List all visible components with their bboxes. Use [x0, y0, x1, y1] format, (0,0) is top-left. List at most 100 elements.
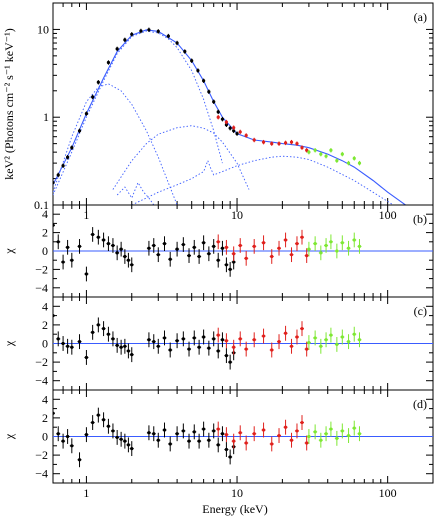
marker	[232, 260, 236, 264]
data-point	[300, 229, 305, 245]
marker	[212, 429, 216, 433]
data-point	[289, 139, 294, 145]
marker	[56, 432, 60, 436]
data-point	[101, 321, 106, 337]
marker	[111, 243, 115, 248]
x-tick-label: 10	[231, 208, 243, 222]
marker	[65, 155, 70, 159]
data-point	[175, 333, 180, 349]
marker	[270, 348, 274, 352]
data-point	[101, 232, 106, 248]
data-point	[110, 238, 115, 253]
data-point	[122, 249, 127, 264]
data-point	[357, 426, 362, 442]
data-point	[304, 435, 309, 451]
marker	[77, 129, 82, 133]
y-tick-label: 0	[42, 430, 48, 444]
data-point	[146, 240, 151, 256]
marker	[244, 441, 248, 445]
data-point	[187, 248, 192, 263]
data-point	[324, 238, 329, 253]
marker	[56, 337, 60, 341]
marker	[156, 344, 160, 348]
data-point	[294, 423, 299, 439]
marker	[183, 49, 187, 54]
marker	[252, 138, 256, 142]
data-point	[115, 337, 120, 353]
data-point	[334, 336, 339, 352]
marker	[115, 251, 119, 255]
marker	[147, 246, 151, 250]
marker	[289, 438, 294, 442]
marker	[228, 455, 232, 459]
marker	[340, 241, 344, 245]
marker	[70, 146, 74, 150]
marker	[181, 242, 185, 247]
data-point	[261, 235, 266, 251]
data-point	[162, 236, 167, 251]
data-point	[168, 251, 173, 267]
panel-label: (a)	[414, 10, 427, 24]
marker	[220, 117, 225, 121]
data-point	[115, 46, 119, 52]
marker	[168, 442, 172, 446]
data-point	[90, 324, 95, 340]
marker	[192, 245, 196, 249]
data-point	[181, 237, 186, 252]
data-point	[151, 334, 156, 350]
data-point	[220, 240, 225, 256]
marker	[324, 432, 328, 436]
marker	[119, 345, 123, 349]
data-point	[129, 347, 134, 363]
data-point	[90, 227, 95, 242]
plot-area	[53, 27, 407, 205]
marker	[101, 418, 106, 422]
marker	[106, 424, 111, 428]
marker	[224, 123, 229, 127]
data-point	[206, 246, 211, 262]
marker	[224, 353, 229, 358]
marker	[305, 441, 309, 445]
marker	[238, 431, 242, 435]
data-point	[224, 427, 229, 443]
marker	[352, 332, 356, 336]
data-point	[244, 133, 248, 138]
data-point	[346, 240, 351, 256]
data-point	[156, 338, 161, 354]
data-point	[238, 238, 243, 253]
marker	[346, 161, 351, 165]
data-point	[130, 32, 134, 37]
data-point	[96, 317, 101, 333]
marker	[162, 428, 167, 432]
marker	[84, 433, 89, 437]
marker	[244, 347, 248, 351]
data-point	[220, 332, 225, 348]
marker	[77, 340, 82, 344]
data-point	[147, 27, 151, 33]
marker	[152, 243, 156, 248]
data-point	[352, 326, 357, 342]
data-point	[324, 153, 328, 159]
y-tick-label: −2	[35, 355, 48, 369]
marker	[305, 254, 309, 258]
data-point	[84, 350, 89, 365]
data-point	[269, 436, 274, 452]
data-point	[304, 341, 309, 357]
marker	[357, 244, 362, 248]
data-point	[352, 232, 357, 248]
data-point	[61, 163, 65, 168]
marker	[340, 152, 344, 156]
x-tick-label: 1	[83, 208, 89, 222]
marker	[300, 146, 304, 150]
y-tick-label: 2	[42, 318, 48, 332]
marker	[232, 126, 236, 130]
marker	[166, 34, 170, 38]
panel-label: (d)	[413, 397, 427, 411]
data-point	[77, 239, 82, 254]
marker	[126, 443, 131, 447]
marker	[324, 338, 328, 342]
marker	[295, 242, 299, 246]
marker	[181, 429, 185, 433]
marker	[168, 257, 172, 261]
marker	[130, 263, 134, 267]
